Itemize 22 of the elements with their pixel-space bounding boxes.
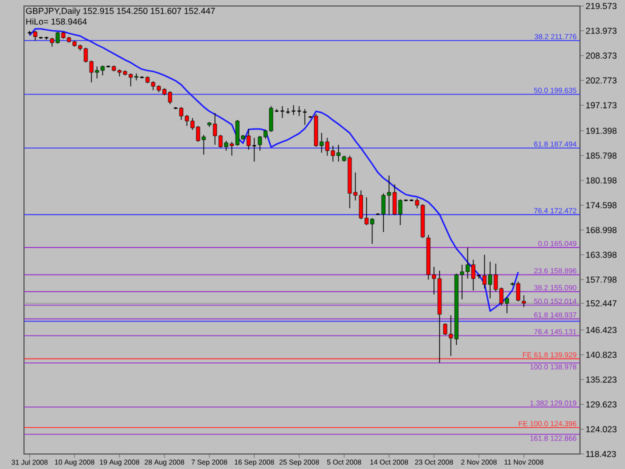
y-tick-label: 191.398 xyxy=(586,128,617,134)
candlestick xyxy=(522,294,526,308)
text: HiLo= 158.9464 xyxy=(26,18,87,25)
y-tick-label: 168.998 xyxy=(586,226,617,234)
y-tick-label: 135.223 xyxy=(586,376,617,383)
y-tick-label: 202.773 xyxy=(586,77,617,84)
y-tick-label: 180.198 xyxy=(586,177,617,184)
y-tick-label: 152.447 xyxy=(586,300,616,306)
y-tick-label: 185.798 xyxy=(586,152,617,159)
y-tick-label: 174.598 xyxy=(586,202,617,208)
y-tick-label: 163.398 xyxy=(586,252,617,258)
y-tick-label: 129.623 xyxy=(586,401,617,408)
y-tick-label: 157.798 xyxy=(586,276,617,283)
y-tick-label: 146.423 xyxy=(586,326,617,334)
y-tick-label: 118.423 xyxy=(586,450,616,458)
y-tick-label: 140.823 xyxy=(586,352,617,358)
y-tick-label: 197.173 xyxy=(586,102,617,108)
y-tick-label: 219.573 xyxy=(586,2,617,10)
chart-title: GBPJPY,Daily 152.915 154.250 151.607 152.447 xyxy=(26,8,215,16)
y-tick-label: 213.973 xyxy=(586,28,617,34)
y-tick-label: 124.023 xyxy=(586,426,617,432)
y-tick-label: 208.373 xyxy=(586,52,617,59)
